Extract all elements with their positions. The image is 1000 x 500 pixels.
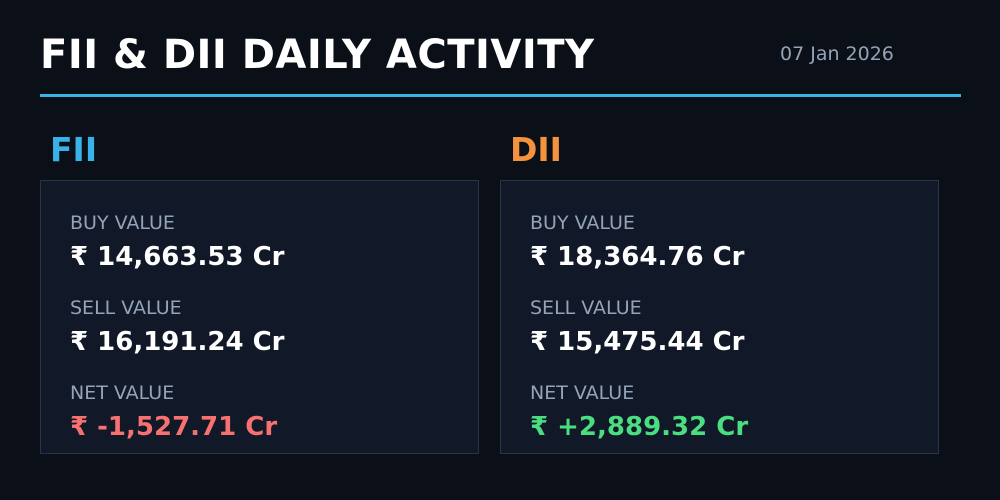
dii-net-label: NET VALUE [530, 382, 635, 404]
fii-sell-label: SELL VALUE [70, 297, 182, 319]
fii-buy-value: ₹ 14,663.53 Cr [70, 242, 285, 272]
header-divider [40, 94, 961, 97]
dii-sell-label: SELL VALUE [530, 297, 642, 319]
fii-card: BUY VALUE ₹ 14,663.53 Cr SELL VALUE ₹ 16… [40, 180, 479, 454]
fii-net-value: ₹ -1,527.71 Cr [70, 412, 278, 442]
dii-net-value: ₹ +2,889.32 Cr [530, 412, 749, 442]
dii-card: BUY VALUE ₹ 18,364.76 Cr SELL VALUE ₹ 15… [500, 180, 939, 454]
report-date: 07 Jan 2026 [780, 43, 894, 65]
fii-section-label: FII [50, 130, 98, 169]
fii-buy-label: BUY VALUE [70, 212, 175, 234]
fii-sell-value: ₹ 16,191.24 Cr [70, 327, 285, 357]
fii-net-label: NET VALUE [70, 382, 175, 404]
dii-section-label: DII [510, 130, 562, 169]
dii-buy-label: BUY VALUE [530, 212, 635, 234]
dii-buy-value: ₹ 18,364.76 Cr [530, 242, 745, 272]
dii-sell-value: ₹ 15,475.44 Cr [530, 327, 745, 357]
page-title: FII & DII DAILY ACTIVITY [40, 32, 595, 78]
